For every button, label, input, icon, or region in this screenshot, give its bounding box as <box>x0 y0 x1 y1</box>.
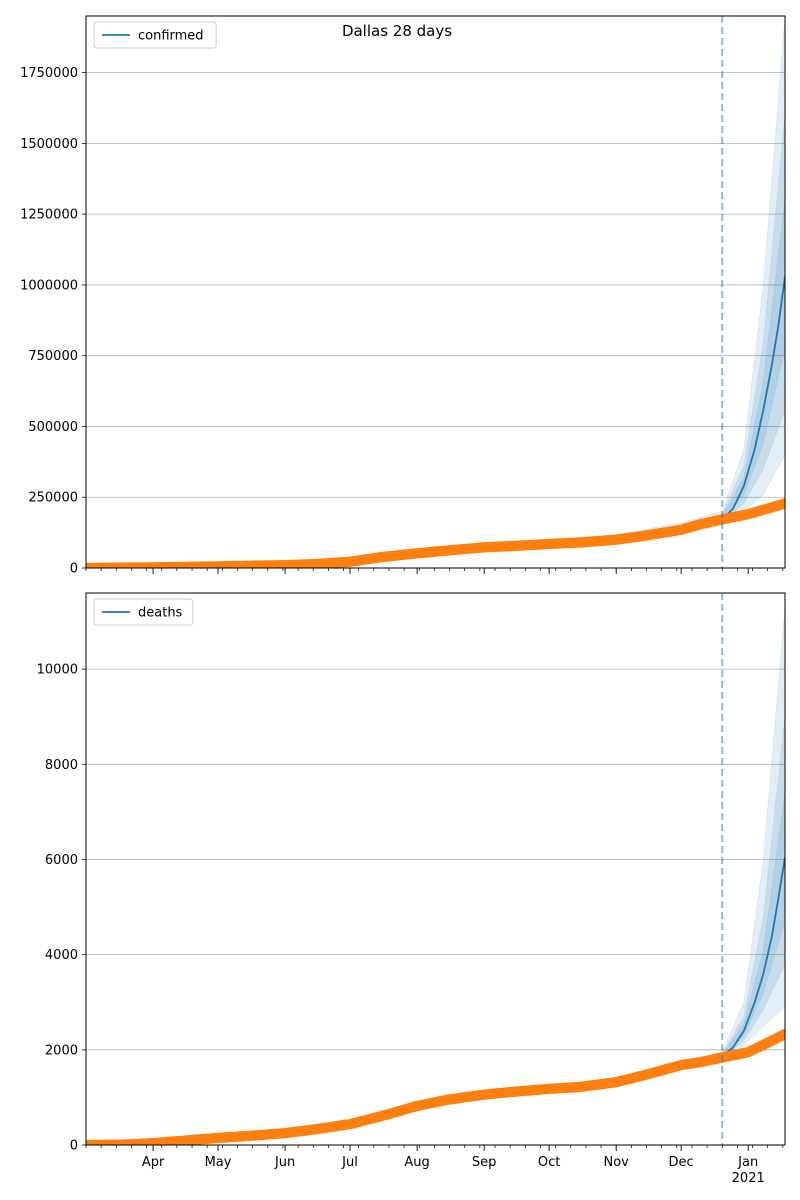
y-tick-label: 4000 <box>45 948 78 963</box>
y-tick-label: 6000 <box>45 853 78 868</box>
observed-series <box>86 1028 785 1145</box>
plot-area <box>86 16 785 568</box>
uncertainty-band <box>548 792 785 1090</box>
x-tick-label: Jun <box>274 1155 295 1170</box>
x-tick-label: Oct <box>538 1155 560 1170</box>
observed-series <box>86 498 785 568</box>
y-tick-label: 1250000 <box>20 208 78 223</box>
legend-label: deaths <box>138 606 183 621</box>
x-tick-label: Jan <box>737 1155 758 1170</box>
y-tick-label: 1500000 <box>20 137 78 152</box>
confirmed-panel: 0 250000 500000 750000 1000000 1250000 1500000… <box>20 15 786 577</box>
x-tick-label: Apr <box>142 1155 165 1170</box>
plot-area <box>86 607 785 1145</box>
y-tick-label: 1000000 <box>20 278 78 293</box>
legend: confirmed <box>93 21 217 49</box>
x-tick-label: Sep <box>472 1155 497 1170</box>
x-year-label: 2021 <box>732 1171 765 1186</box>
y-tick-label: 0 <box>70 562 78 577</box>
observed-point <box>779 1028 785 1040</box>
observed-point <box>779 498 785 509</box>
x-tick-label: Aug <box>404 1155 429 1170</box>
legend: deaths <box>93 598 194 626</box>
y-tick-label: 500000 <box>28 420 78 435</box>
uncertainty-band <box>548 115 785 546</box>
legend-label: confirmed <box>138 29 204 44</box>
y-tick-label: 750000 <box>28 349 78 364</box>
legend-box <box>93 21 217 49</box>
y-tick-label: 10000 <box>37 663 78 678</box>
axes-frame <box>85 592 786 1146</box>
x-tick-label: Nov <box>604 1155 630 1170</box>
x-tick-label: May <box>205 1155 232 1170</box>
y-tick-label: 250000 <box>28 491 78 506</box>
y-tick-label: 8000 <box>45 758 78 773</box>
x-tick-label: Jul <box>341 1155 358 1170</box>
y-tick-label: 2000 <box>45 1043 78 1058</box>
legend-box <box>93 598 194 626</box>
y-tick-label: 0 <box>70 1139 78 1154</box>
axes-frame <box>85 15 786 569</box>
chart-title: Dallas 28 days <box>342 22 452 40</box>
deaths-panel: 0 2000 4000 6000 8000 10000 Apr May Jun Jul Aug Sep… <box>37 592 786 1186</box>
y-tick-label: 1750000 <box>20 66 78 81</box>
x-tick-label: Dec <box>669 1155 694 1170</box>
